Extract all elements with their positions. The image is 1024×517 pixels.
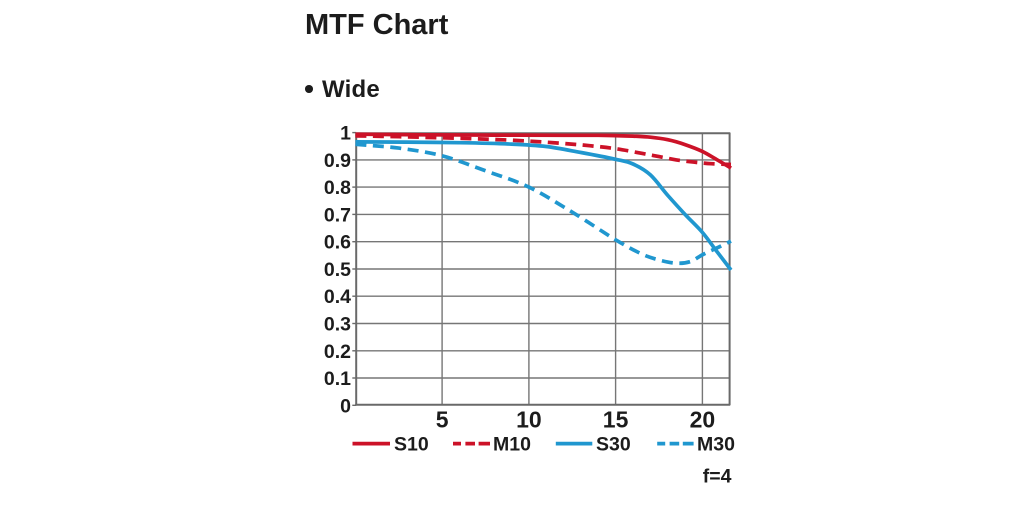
svg-text:1: 1	[340, 123, 351, 145]
svg-text:f=4: f=4	[703, 466, 732, 488]
svg-text:0.3: 0.3	[324, 314, 351, 336]
svg-text:10: 10	[516, 407, 542, 433]
svg-text:20: 20	[690, 407, 716, 433]
svg-text:15: 15	[603, 407, 629, 433]
svg-text:M30: M30	[697, 434, 735, 456]
svg-text:0.6: 0.6	[324, 232, 351, 254]
svg-text:0.8: 0.8	[324, 177, 351, 199]
svg-text:0.5: 0.5	[324, 259, 351, 281]
svg-text:0.4: 0.4	[324, 286, 351, 308]
svg-text:0.9: 0.9	[324, 150, 351, 172]
svg-text:0: 0	[340, 395, 351, 417]
svg-text:M10: M10	[493, 434, 531, 456]
svg-text:5: 5	[436, 407, 449, 433]
svg-text:0.2: 0.2	[324, 341, 351, 363]
svg-text:0.7: 0.7	[324, 204, 351, 226]
svg-text:0.1: 0.1	[324, 368, 351, 390]
svg-text:S10: S10	[394, 434, 429, 456]
svg-text:S30: S30	[596, 434, 631, 456]
